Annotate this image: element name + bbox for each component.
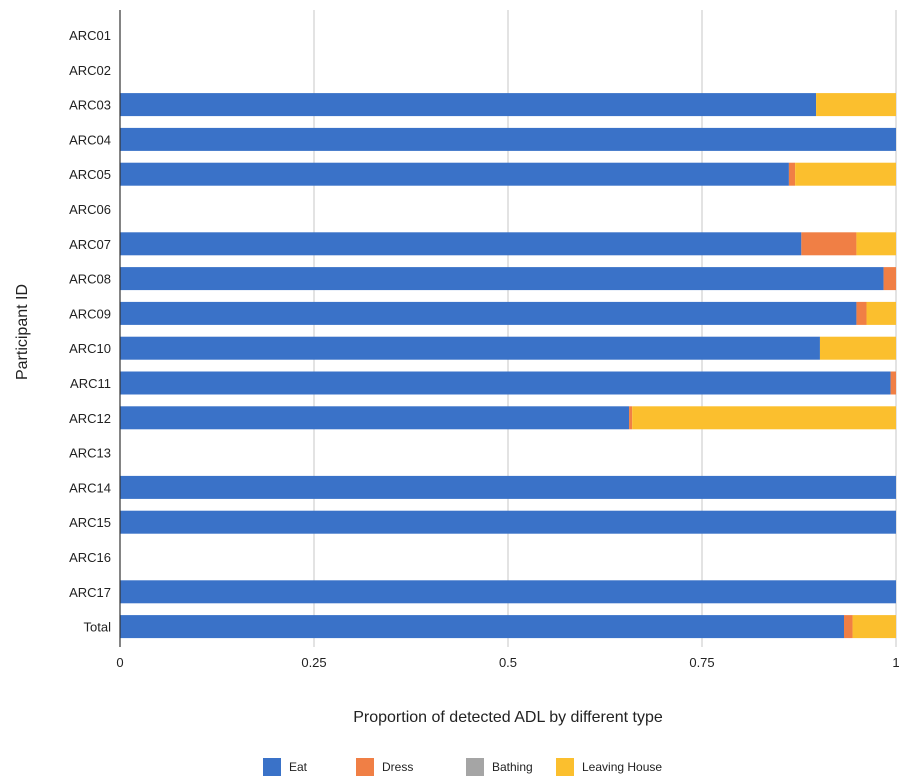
bar-segment [120,163,789,186]
bar-segment [120,302,856,325]
legend-label: Dress [382,760,413,774]
x-tick-label: 0.25 [301,655,326,670]
y-tick-label: ARC06 [69,202,111,217]
bar-segment [867,302,896,325]
x-tick-label: 1 [892,655,899,670]
bar-segment [120,580,896,603]
legend-label: Leaving House [582,760,662,774]
bar-segment [120,406,629,429]
y-tick-label: ARC15 [69,515,111,530]
bar-segment [629,406,632,429]
y-tick-label: ARC14 [69,480,111,495]
y-tick-label: ARC17 [69,585,111,600]
y-tick-label: ARC16 [69,550,111,565]
y-tick-label: ARC02 [69,63,111,78]
y-tick-label: ARC01 [69,28,111,43]
y-tick-label: ARC12 [69,411,111,426]
bar-segment [120,337,820,360]
y-tick-label: ARC04 [69,132,111,147]
bar-segment [120,93,816,116]
bar-segment [856,232,896,255]
x-tick-label: 0 [116,655,123,670]
y-tick-label: ARC03 [69,98,111,113]
legend-label: Eat [289,760,308,774]
bar-segment [632,406,896,429]
y-tick-label: ARC10 [69,341,111,356]
bar-segment [120,128,896,151]
bar-segment [891,372,896,395]
x-tick-label: 0.5 [499,655,517,670]
bar-segment [856,302,866,325]
bar-segment [884,267,896,290]
y-tick-label: ARC05 [69,167,111,182]
y-tick-label: ARC07 [69,237,111,252]
bar-segment [789,163,795,186]
y-tick-label: Total [84,620,112,635]
bar-segment [801,232,856,255]
bar-segment [120,267,884,290]
y-tick-label: ARC13 [69,446,111,461]
legend-label: Bathing [492,760,533,774]
bar-segment [120,232,801,255]
x-axis-title: Proportion of detected ADL by different … [353,709,663,726]
bar-segment [844,615,853,638]
legend-swatch [356,758,374,776]
x-tick-label: 0.75 [689,655,714,670]
bar-segment [816,93,896,116]
legend-swatch [556,758,574,776]
y-tick-label: ARC08 [69,272,111,287]
bar-segment [795,163,896,186]
legend: Eat Dress Bathing Leaving House [263,758,662,776]
legend-swatch [466,758,484,776]
y-axis-title: Participant ID [14,284,31,380]
legend-swatch [263,758,281,776]
bar-segment [120,372,891,395]
bar-segment [853,615,896,638]
y-tick-labels: ARC01 ARC02 ARC03 ARC04 ARC05 ARC06 ARC07 ARC08… [69,28,111,635]
y-tick-label: ARC09 [69,306,111,321]
bar-segment [820,337,896,360]
x-tick-labels: 0 0.25 0.5 0.75 1 [116,655,899,670]
bar-segment [120,511,896,534]
bar-segment [120,615,844,638]
bar-segment [120,476,896,499]
y-tick-label: ARC11 [70,376,111,391]
